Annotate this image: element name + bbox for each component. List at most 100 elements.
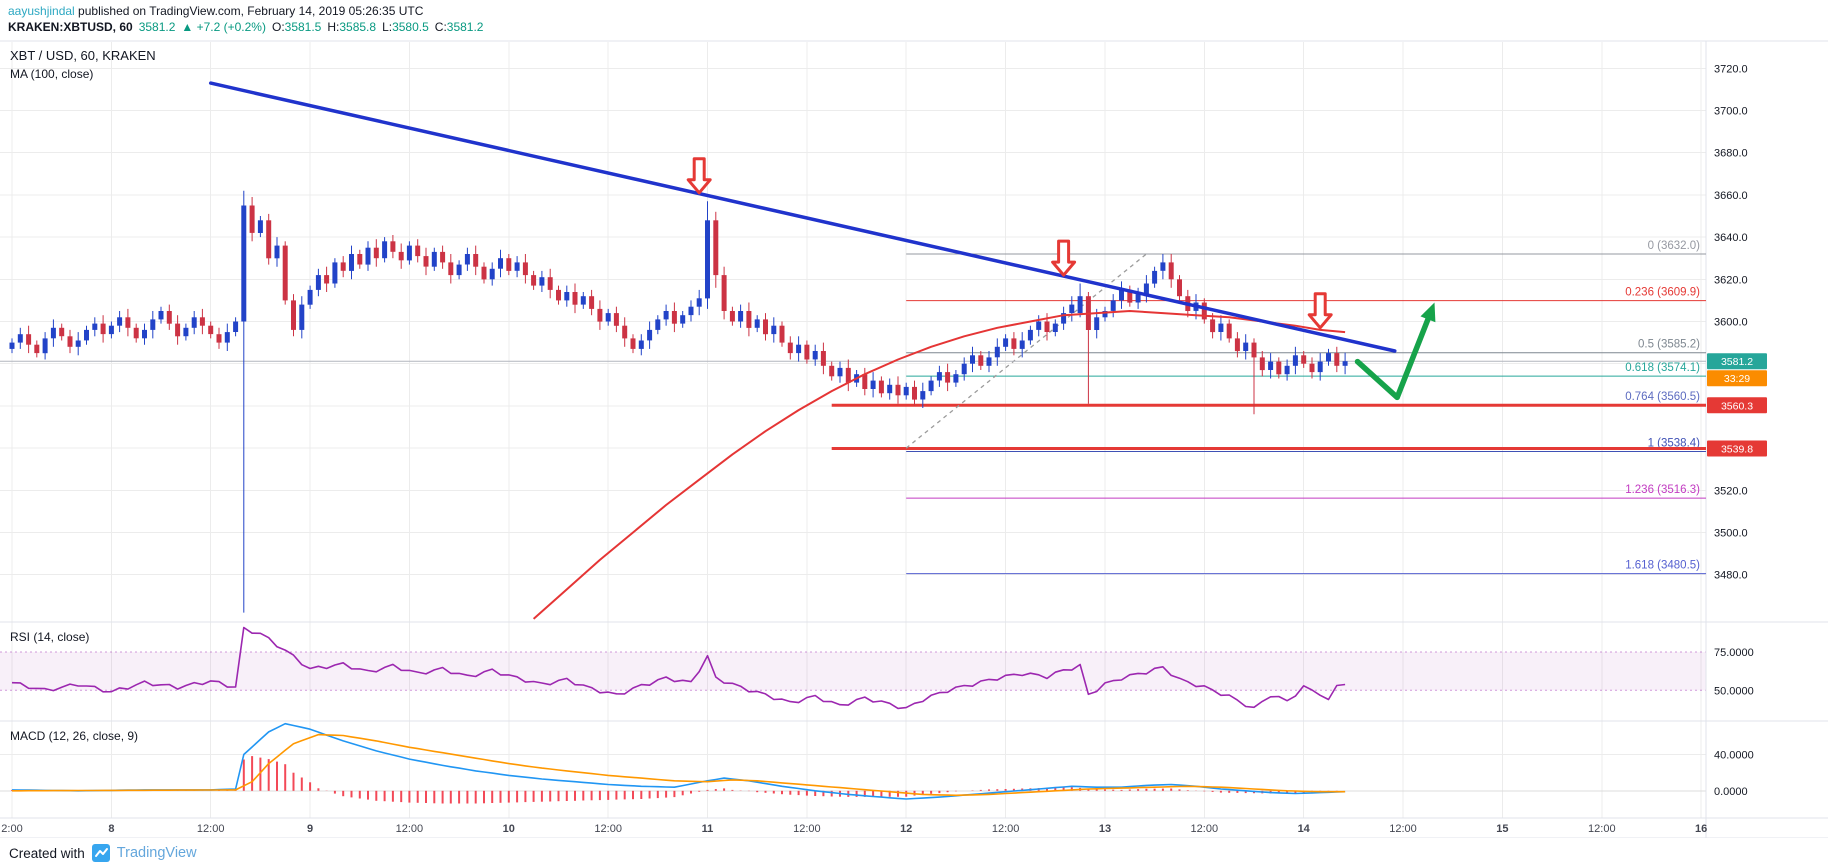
- candle-body: [133, 327, 139, 339]
- bar-countdown-badge-text: 33:29: [1724, 373, 1750, 385]
- candle-body: [647, 329, 653, 341]
- time-tick-label: 12:00: [197, 823, 225, 835]
- candle-body: [1044, 321, 1050, 332]
- candle-body: [456, 264, 462, 276]
- candle-body: [142, 329, 147, 339]
- created-with-text: Created with: [9, 845, 85, 861]
- candle-body: [746, 311, 752, 328]
- candle-body: [1143, 283, 1149, 294]
- tradingview-brand-link[interactable]: TradingView: [116, 845, 197, 861]
- macd-histogram: [11, 756, 1338, 804]
- candle-body: [233, 321, 239, 332]
- candle-body: [845, 367, 851, 383]
- candle-body: [887, 384, 893, 394]
- time-tick-label: 12:00: [1191, 823, 1219, 835]
- candle-body: [299, 304, 305, 330]
- candle-body: [572, 292, 578, 305]
- low-value: 3580.5: [392, 20, 429, 34]
- candle-body: [9, 342, 15, 349]
- support-price-badge: [1707, 397, 1767, 414]
- candle-body: [812, 351, 818, 360]
- high-label: H:: [327, 20, 340, 34]
- candle-body: [1226, 323, 1232, 339]
- fib-label: 0.5 (3585.2): [1638, 339, 1700, 351]
- fib-label: 0.764 (3560.5): [1625, 391, 1700, 403]
- generated-chart-layers: 0 (3632.0) 0.236 (3609.9) 0.5 (3585.2) 0.61…: [0, 40, 1828, 839]
- candle-body: [622, 325, 628, 339]
- fib-label: 0 (3632.0): [1648, 240, 1701, 252]
- candle-body: [431, 251, 437, 267]
- candle-body: [274, 245, 280, 259]
- candle-body: [249, 205, 255, 233]
- candle-body: [26, 334, 32, 345]
- candle-body: [903, 386, 909, 396]
- candle-body: [589, 296, 595, 309]
- candle-body: [257, 220, 263, 233]
- candle-body: [1201, 302, 1207, 320]
- pane-legend-rsi: RSI (14, close): [10, 630, 89, 644]
- rsi-band: [0, 651, 1706, 691]
- tradingview-logo-icon[interactable]: [91, 844, 110, 862]
- candle-body: [332, 262, 338, 284]
- candle-body: [655, 319, 661, 330]
- candle-body: [398, 251, 404, 261]
- byline: aayushjindal published on TradingView.co…: [8, 4, 1828, 19]
- rsi-tick-label: 75.0000: [1714, 647, 1754, 659]
- candle-body: [291, 300, 296, 330]
- close-label: C:: [434, 20, 447, 34]
- low-label: L:: [382, 20, 393, 34]
- candle-body: [961, 363, 967, 375]
- candle-body: [862, 374, 868, 389]
- author-link[interactable]: aayushjindal: [8, 4, 75, 18]
- candle-body: [382, 241, 388, 259]
- fib-label: 1.618 (3480.5): [1625, 560, 1700, 572]
- candle-body: [912, 386, 917, 400]
- candle-body: [406, 245, 412, 261]
- candle-body: [1135, 294, 1141, 303]
- candle-body: [365, 247, 371, 265]
- time-scale: 2:00 8 12:00 9 12:00 10 12:00 11 12:00 12 12:00 13 1…: [1, 823, 1707, 835]
- candle-body: [920, 391, 926, 400]
- candle-body: [1259, 357, 1265, 371]
- pane-legend-ma: MA (100, close): [10, 67, 93, 81]
- candle-body: [1276, 361, 1282, 375]
- time-tick-label: 16: [1695, 823, 1707, 835]
- candle-body: [282, 245, 288, 301]
- price-scale: 3720.0 3700.0 3680.0 3660.0 3640.0 3620.0 3600…: [1714, 63, 1754, 797]
- candles-layer: [9, 190, 1348, 613]
- candle-body: [1268, 361, 1274, 370]
- candle-body: [1069, 304, 1075, 313]
- candle-body: [605, 313, 611, 322]
- candle-body: [191, 317, 197, 328]
- candle-body: [199, 317, 205, 326]
- time-tick-label: 2:00: [1, 823, 22, 835]
- time-tick-label: 13: [1099, 823, 1111, 835]
- candle-body: [125, 317, 131, 328]
- macd-line: [11, 722, 1346, 800]
- candle-body: [324, 275, 330, 284]
- candle-body: [415, 245, 421, 257]
- candle-body: [340, 262, 346, 271]
- candle-body: [158, 311, 164, 320]
- candle-body: [183, 327, 189, 337]
- candle-body: [349, 254, 354, 271]
- candle-body: [895, 384, 901, 396]
- candle-body: [1061, 313, 1067, 324]
- rsi-band-fill: [0, 652, 1706, 691]
- candle-body: [1251, 342, 1257, 358]
- candle-body: [671, 311, 677, 324]
- candle-body: [1160, 262, 1166, 271]
- symbol-name: KRAKEN:XBTUSD, 60: [8, 20, 133, 34]
- candle-body: [953, 374, 959, 383]
- time-tick-label: 12:00: [992, 823, 1020, 835]
- price-tick-label: 3660.0: [1714, 190, 1748, 202]
- high-pair: H:3585.8: [327, 19, 376, 36]
- candle-body: [696, 298, 702, 307]
- descending-trendline: [208, 81, 1397, 353]
- red-down-arrow-icon: [1051, 239, 1077, 277]
- fib-label: 0.236 (3609.9): [1625, 287, 1700, 299]
- grid-vertical: [11, 42, 1702, 818]
- candle-body: [166, 311, 172, 324]
- candle-body: [42, 338, 48, 354]
